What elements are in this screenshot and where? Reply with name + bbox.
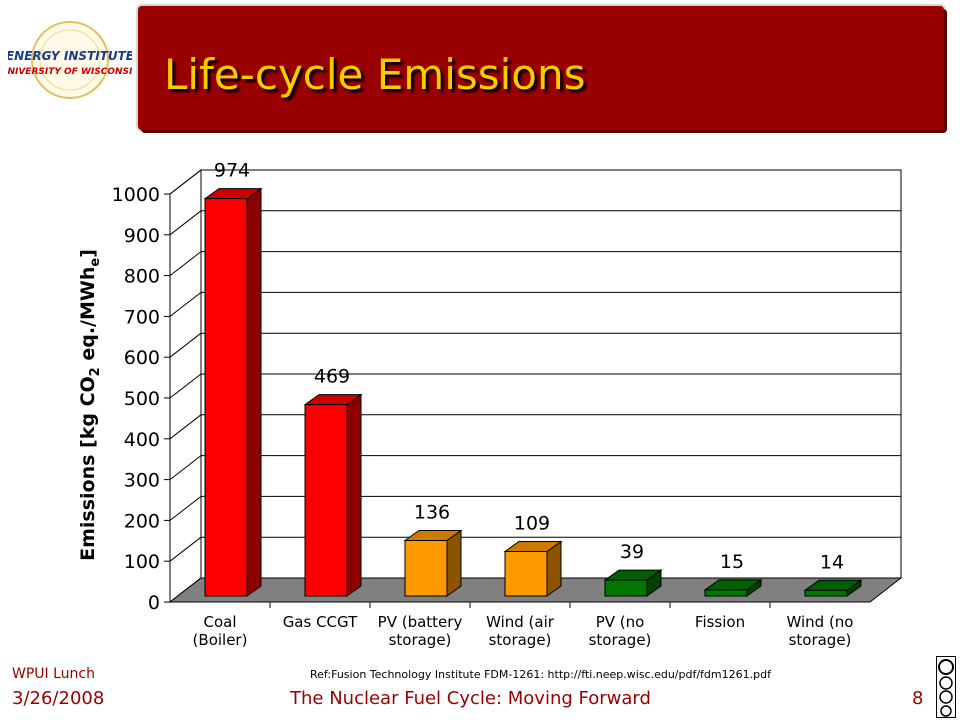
bar	[304, 404, 348, 597]
x-tick-label: Gas CCGT	[283, 613, 358, 631]
data-label: 14	[820, 551, 844, 573]
creative-commons-license-icon	[936, 656, 956, 718]
page-number: 8	[912, 688, 924, 709]
footer-date: 3/26/2008	[12, 688, 105, 709]
logo-line2: UNIVERSITY OF WISCONSIN	[8, 67, 132, 77]
data-label: 15	[720, 551, 744, 573]
x-tick-label: PV (no storage)	[589, 613, 652, 649]
bar	[804, 589, 848, 597]
y-tick-label: 0	[148, 592, 160, 614]
gridline-side	[169, 169, 202, 195]
y-tick-label: 200	[124, 510, 160, 532]
data-label: 39	[620, 541, 644, 563]
y-tick-label: 300	[124, 470, 160, 492]
y-tick-label: 800	[124, 266, 160, 288]
x-tick-label: Coal (Boiler)	[193, 613, 248, 649]
y-tick-label: 500	[124, 388, 160, 410]
bar-side	[346, 393, 362, 597]
gridline-side	[169, 496, 202, 521]
x-tick-label: PV (battery storage)	[378, 613, 463, 649]
gridline-side	[169, 373, 202, 399]
bar-side	[446, 529, 462, 597]
bar	[204, 198, 248, 597]
y-tick-label: 100	[124, 551, 160, 573]
y-axis-label: Emissions [kg CO2 eq./MWhe]	[77, 249, 103, 561]
bar	[504, 551, 548, 597]
gridline-side	[169, 536, 202, 562]
energy-institute-logo: ENERGY INSTITUTE UNIVERSITY OF WISCONSIN	[8, 21, 132, 99]
slide-title: Life-cycle Emissions	[164, 50, 586, 99]
x-tick-label: Wind (no storage)	[786, 613, 853, 649]
data-label: 109	[514, 513, 550, 535]
gridline-side	[169, 251, 202, 276]
x-tick-label: Wind (air storage)	[486, 613, 555, 649]
data-label: 136	[414, 502, 450, 524]
data-label: 974	[214, 160, 250, 182]
gridline-side	[169, 455, 202, 480]
gridline-side	[169, 414, 202, 440]
bar	[704, 589, 748, 597]
footer-presentation-title: The Nuclear Fuel Cycle: Moving Forward	[290, 688, 651, 709]
title-bar: Life-cycle Emissions	[138, 6, 944, 130]
gridline-side	[169, 332, 202, 358]
bar	[604, 579, 648, 597]
gridline-side	[169, 292, 202, 317]
y-tick-label: 1000	[112, 184, 160, 206]
logo-seal-icon	[31, 21, 109, 99]
bar-side	[246, 187, 262, 597]
x-tick-label: Fission	[695, 613, 745, 631]
logo-line1: ENERGY INSTITUTE	[8, 49, 132, 63]
gridline-side	[169, 210, 202, 236]
reference-note: Ref:Fusion Technology Institute FDM-1261…	[310, 668, 771, 681]
y-tick-label: 600	[124, 347, 160, 369]
emissions-bar-chart: 0 100 200 300 400 500 600 700 800 900 1000 974 Coal(…	[77, 160, 903, 649]
footer-event: WPUI Lunch	[12, 666, 95, 682]
y-tick-label: 900	[124, 225, 160, 247]
y-tick-label: 400	[124, 429, 160, 451]
y-tick-label: 700	[124, 306, 160, 328]
data-label: 469	[314, 366, 350, 388]
bar	[404, 540, 448, 597]
